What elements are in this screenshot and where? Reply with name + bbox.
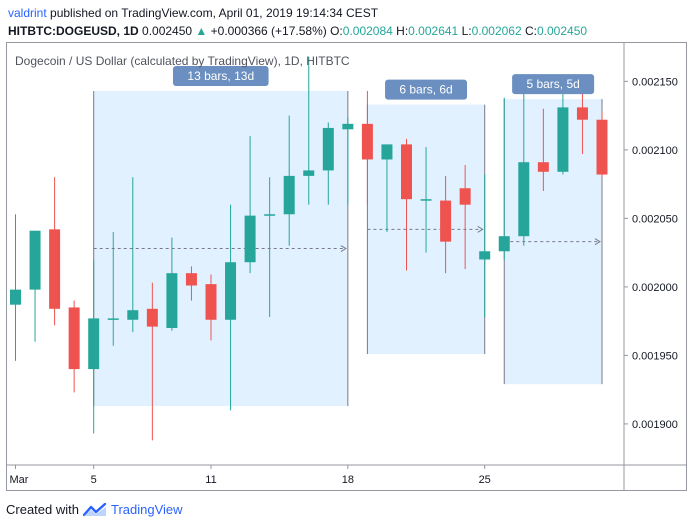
- candle-body: [440, 200, 452, 242]
- candle-body: [459, 188, 471, 205]
- y-tick-label: 0.001950: [632, 350, 678, 362]
- published-text: published on TradingView.com, April 01, …: [50, 6, 379, 20]
- candle-body: [518, 162, 530, 237]
- open-label: O:: [330, 24, 343, 38]
- close-value: 0.002450: [537, 24, 588, 38]
- candle-body: [29, 230, 41, 290]
- measure-badge-label: 13 bars, 13d: [187, 69, 254, 83]
- created-with-label: Created with: [6, 502, 79, 517]
- measure-badge-label: 5 bars, 5d: [526, 77, 579, 91]
- open-value: 0.002084: [342, 24, 393, 38]
- candle-body: [49, 229, 61, 309]
- measure-badge-label: 6 bars, 6d: [399, 83, 452, 97]
- x-tick-label: 5: [91, 474, 97, 486]
- change-arrow-icon: ▲: [195, 24, 208, 38]
- candle-body: [225, 262, 237, 320]
- chart-frame: 13 bars, 13d 6 bars, 6d 5 bars, 5d 0.00190…: [6, 42, 687, 491]
- price-axis[interactable]: 0.001900 0.001950 0.002000 0.002050 0.002100…: [624, 76, 678, 431]
- low-label: L:: [461, 24, 472, 38]
- tradingview-brand[interactable]: TradingView: [110, 502, 183, 517]
- candle-body: [127, 310, 139, 320]
- y-tick-label: 0.002150: [632, 76, 678, 88]
- candle-body: [166, 273, 178, 328]
- x-tick-label: 11: [205, 474, 216, 486]
- x-tick-label: Mar: [10, 474, 29, 486]
- time-axis[interactable]: Mar 5 11 18 25: [10, 465, 491, 486]
- candle-body: [283, 175, 295, 215]
- tradingview-logo-icon: [82, 502, 107, 516]
- ohlc-line: HITBTC:DOGEUSD, 1D 0.002450 ▲ +0.000366 …: [8, 22, 587, 40]
- price-chart[interactable]: 13 bars, 13d 6 bars, 6d 5 bars, 5d 0.00190…: [7, 43, 686, 490]
- candle-body: [596, 119, 608, 175]
- candle-body: [342, 123, 354, 130]
- y-tick-label: 0.002100: [632, 145, 678, 157]
- y-tick-label: 0.002050: [632, 213, 678, 225]
- candle-body: [361, 123, 373, 160]
- high-value: 0.002641: [408, 24, 459, 38]
- candles-layer: [10, 56, 608, 441]
- candle-body: [322, 127, 334, 171]
- author-link[interactable]: valdrint: [8, 6, 47, 20]
- candle-body: [401, 144, 412, 200]
- candle-body: [205, 284, 217, 320]
- measure-badge: [172, 65, 269, 86]
- candle-body: [185, 273, 197, 286]
- candle-body: [381, 144, 393, 160]
- symbol-label: HITBTC:DOGEUSD, 1D: [8, 24, 139, 38]
- candle-body: [68, 307, 80, 370]
- measurement-labels-layer: 13 bars, 13d 6 bars, 6d 5 bars, 5d: [172, 65, 595, 100]
- candle-body: [498, 236, 510, 252]
- y-tick-label: 0.002000: [632, 282, 678, 294]
- candle-body: [303, 170, 315, 176]
- footer: Created with TradingView: [6, 502, 183, 517]
- candle-body: [479, 251, 491, 260]
- candle-body: [576, 107, 588, 120]
- y-tick-label: 0.001900: [632, 419, 678, 431]
- close-label: C:: [525, 24, 537, 38]
- candle-body: [537, 162, 549, 172]
- last-price: 0.002450: [142, 24, 193, 38]
- measure-badge: [512, 74, 595, 95]
- candle-body: [264, 214, 276, 216]
- measure-badge: [385, 79, 468, 100]
- candle-body: [420, 199, 432, 201]
- candle-body: [146, 308, 158, 327]
- candle-body: [557, 107, 569, 172]
- chart-title: Dogecoin / US Dollar (calculated by Trad…: [15, 54, 350, 68]
- change-value: +0.000366 (+17.58%): [210, 24, 327, 38]
- low-value: 0.002062: [471, 24, 522, 38]
- publish-line: valdrint published on TradingView.com, A…: [8, 4, 587, 22]
- measure-arrow-head: [594, 238, 601, 246]
- high-label: H:: [396, 24, 409, 38]
- measure-arrow-head: [340, 245, 347, 252]
- candle-body: [10, 289, 21, 305]
- x-tick-label: 25: [479, 474, 491, 486]
- chart-header: valdrint published on TradingView.com, A…: [8, 4, 587, 40]
- candle-body: [107, 318, 119, 320]
- measure-arrow-head: [477, 225, 484, 233]
- x-tick-label: 18: [342, 474, 354, 486]
- candle-body: [244, 215, 256, 263]
- candle-body: [88, 318, 100, 370]
